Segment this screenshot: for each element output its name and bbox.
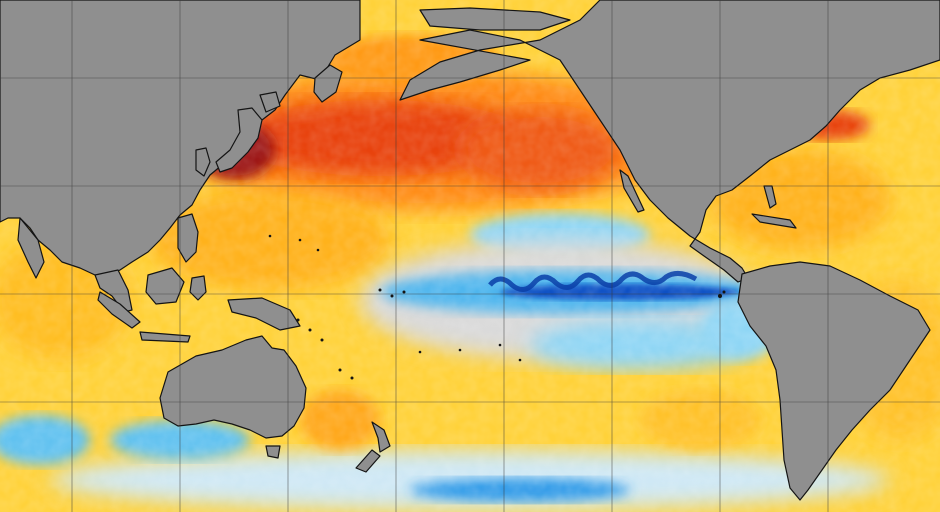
new-guinea [227,297,301,331]
pacific-islands [268,234,726,380]
borneo [145,267,185,305]
north-america [399,0,940,283]
greenland [419,7,571,31]
japan [215,107,263,173]
kamchatka [313,64,343,103]
korea [195,147,211,177]
tasmania [265,445,281,459]
philippines [177,213,199,263]
sumatra [97,291,141,329]
new-zealand-south [355,449,381,473]
hokkaido [259,91,281,113]
baja-california [619,169,645,213]
india [17,217,45,279]
tropical-instability-waves [488,271,698,292]
south-america [737,261,931,501]
australia [159,335,307,439]
java [139,331,191,343]
new-zealand [371,421,391,453]
cuba [751,213,797,229]
